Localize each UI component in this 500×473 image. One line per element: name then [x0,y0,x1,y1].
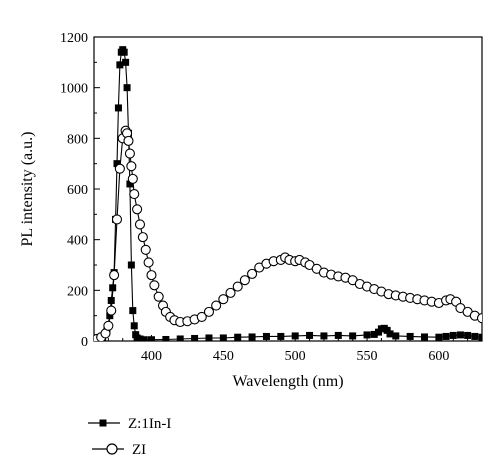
data-point-square [320,332,328,340]
data-point-circle [211,300,222,311]
x-tick-label: 550 [357,349,378,364]
y-tick-label: 800 [67,132,88,147]
legend-item-z1ini: Z:1In-I [88,416,171,432]
data-point-square [113,160,121,168]
data-point-square [234,333,242,341]
data-point-square [262,332,270,340]
data-point-circle [123,135,134,146]
legend: Z:1In-I ZI [88,416,171,458]
data-point-square [162,335,170,341]
x-tick-label: 400 [141,349,162,364]
data-point-square [291,332,299,340]
axes: 400 450 500 550 600 0 200 400 600 800 1000 1200 [60,31,483,364]
data-point-square [248,333,256,341]
data-point-square [392,332,400,340]
y-tick-label: 400 [67,234,88,249]
y-axis-label: PL intensity (a.u.) [19,132,36,247]
data-point-square [421,333,429,341]
data-point-circle [134,219,146,230]
data-point-circle [146,270,157,281]
data-point-circle [140,244,151,255]
plot-frame [93,36,483,342]
data-point-square [122,58,130,66]
data-point-square [140,336,148,341]
y-tick-label: 0 [81,335,88,350]
data-point-square [147,336,155,341]
data-point-circle [476,313,482,324]
data-point-square [176,335,184,341]
data-point-square [114,104,122,112]
data-point-circle [247,268,258,279]
data-point-square [406,332,414,340]
data-point-square [126,180,134,188]
data-point-circle [239,275,250,286]
y-tick-label: 1200 [60,31,88,46]
data-point-square [435,333,443,341]
x-tick-label: 450 [213,349,234,364]
data-point-circle [129,189,140,200]
legend-marker-filled-square-icon [99,419,107,427]
data-point-circle [124,148,135,159]
legend-label-z1ini: Z:1In-I [128,416,171,432]
x-axis-label: Wavelength (nm) [232,373,343,390]
data-point-circle [153,291,164,302]
data-point-circle [232,281,243,292]
data-point-circle [126,161,137,172]
data-point-circle [103,320,114,331]
data-point-square [370,330,378,338]
data-point-square [478,333,482,341]
data-point-square [349,332,357,340]
data-point-square [471,332,479,340]
data-point-square [205,334,213,341]
data-point-circle [143,257,154,268]
data-point-square [130,322,138,330]
y-tick-label: 200 [67,284,88,299]
data-point-square [449,331,457,339]
data-point-square [363,331,371,339]
series-layer [94,46,482,341]
legend-item-zi: ZI [92,442,146,458]
y-tick-label: 600 [67,183,88,198]
data-point-square [191,334,199,341]
data-point-circle [196,311,207,322]
data-point-circle [218,294,229,305]
y-tick-label: 1000 [60,82,88,97]
series-line [96,129,482,340]
data-point-circle [127,173,138,184]
data-point-square [464,331,472,339]
data-point-circle [137,232,148,243]
data-point-square [383,326,391,334]
data-point-square [456,331,464,339]
legend-marker-open-circle-icon [106,443,118,455]
legend-label-zi: ZI [132,442,146,458]
data-point-square [442,332,450,340]
data-point-circle [149,280,160,291]
data-point-square [136,335,144,341]
data-point-square [116,61,124,69]
data-point-circle [114,163,125,174]
data-point-square [334,331,342,339]
data-point-circle [225,287,236,298]
data-point-square [219,334,227,341]
data-point-square [107,296,115,304]
data-point-circle [111,214,123,225]
series-z1ini [94,46,482,341]
data-point-square [123,84,131,92]
x-tick-label: 600 [428,349,449,364]
data-point-square [127,261,135,269]
data-point-circle [203,306,215,317]
data-point-circle [132,204,143,215]
data-point-square [277,332,285,340]
data-point-circle [106,305,117,316]
data-point-circle [109,270,120,281]
data-point-square [306,331,314,339]
data-point-square [386,330,394,338]
data-point-square [129,307,137,315]
x-tick-label: 500 [285,349,306,364]
data-point-square [120,48,128,56]
series-zi [94,125,482,341]
